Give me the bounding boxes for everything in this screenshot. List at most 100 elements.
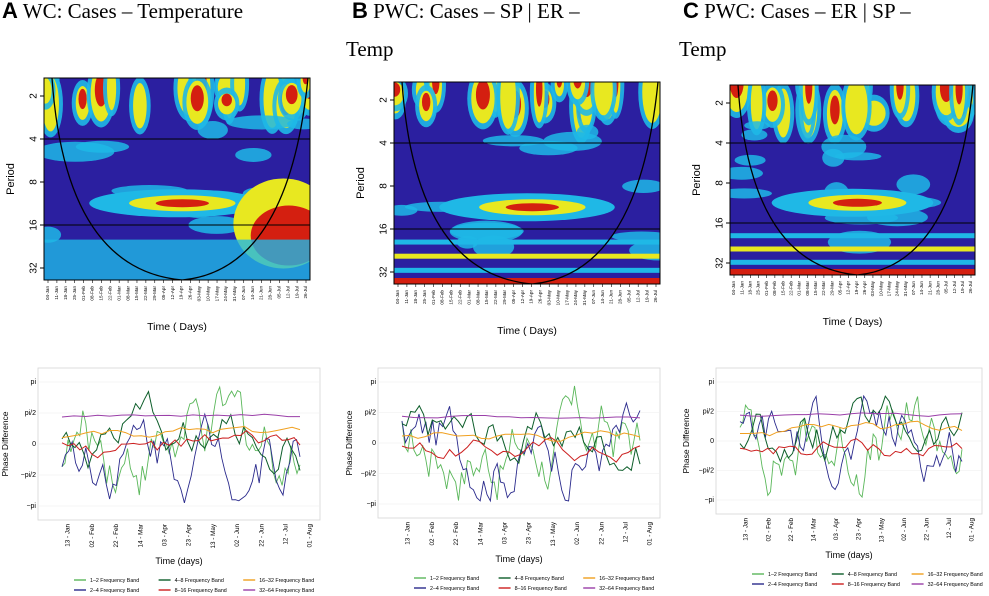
phase-plot-c: pi pi/2 0 −pi/2 −pi Phase Difference 13 - Jan 0… xyxy=(681,367,983,588)
phase-tick-label: pi xyxy=(371,379,377,386)
cone-of-influence xyxy=(401,82,659,284)
date-tick-label: 15-Feb xyxy=(99,286,104,301)
phase-tick-label: pi/2 xyxy=(365,410,376,417)
phase-axis-label: Phase Difference xyxy=(344,410,354,475)
phase-tick-label: pi/2 xyxy=(703,409,714,416)
power-blob xyxy=(642,82,660,123)
power-blob xyxy=(421,92,431,112)
legend-label: 2–4 Frequency Band xyxy=(430,586,479,592)
date-tick-label: 04-Jan xyxy=(45,286,50,300)
period-axis-label: Period xyxy=(355,167,367,199)
phase-date-label: 01 - Aug xyxy=(307,524,314,548)
date-tick-label: 24-May xyxy=(223,285,228,301)
phase-legend: 1–2 Frequency Band 4–8 Frequency Band 16–3… xyxy=(752,572,983,588)
wavelet-plot-a: 2 4 8 16 32 Period 04-Jan 11-Jan 18-Jan 25-Jan 01-… xyxy=(5,77,311,333)
phase-date-label: 13 - May xyxy=(210,523,217,548)
wavelet-heatmap xyxy=(394,82,660,284)
period-tick-label: 16 xyxy=(379,223,390,235)
date-tick-label: 12-Jul xyxy=(635,290,640,303)
cone-of-influence xyxy=(51,78,309,280)
phase-tick-label: 0 xyxy=(710,438,714,445)
wavelet-heatmap xyxy=(44,78,310,280)
date-tick-label: 24-May xyxy=(895,280,900,296)
time-axis-label: Time ( Days) xyxy=(147,321,207,333)
legend-label: 32–64 Frequency Band xyxy=(259,588,314,594)
phase-date-label: 14 - Mar xyxy=(137,524,144,547)
power-blob xyxy=(106,78,117,111)
power-blob xyxy=(285,85,298,105)
phase-plot-b: pi pi/2 0 −pi/2 −pi Phase Difference 13 - Jan 0… xyxy=(344,367,661,592)
phase-date-label: 01 - Aug xyxy=(647,522,654,546)
phase-date-label: 12 - Jul xyxy=(622,522,629,543)
power-blob xyxy=(190,85,204,112)
power-blob xyxy=(730,166,763,180)
phase-date-label: 02 - Jun xyxy=(901,518,908,541)
power-stripe xyxy=(730,269,975,275)
phase-date-label: 02 - Jun xyxy=(234,524,241,547)
phase-tick-label: pi xyxy=(709,379,715,386)
period-tick-label: 8 xyxy=(29,179,40,185)
date-tick-label: 03-May xyxy=(196,285,201,301)
date-tick-label: 14-Jun xyxy=(919,281,924,295)
date-tick-label: 08-Mar xyxy=(125,286,130,301)
period-tick-label: 8 xyxy=(715,180,726,186)
phase-series-4 xyxy=(61,429,301,459)
legend-label: 1–2 Frequency Band xyxy=(430,576,479,582)
period-axis-label: Period xyxy=(691,164,703,196)
date-tick-label: 07-Jun xyxy=(241,286,246,300)
phase-series-6 xyxy=(401,415,641,419)
phase-date-label: 23 - Apr xyxy=(526,522,533,544)
phase-tick-label: −pi xyxy=(26,503,36,510)
phase-tick-label: 0 xyxy=(32,441,36,448)
panel-b-letter: B xyxy=(352,0,368,23)
phase-tick-label: pi/2 xyxy=(25,410,36,417)
legend-label: 16–32 Frequency Band xyxy=(259,578,314,584)
panel-a-title: A WC: Cases – Temperature xyxy=(2,0,243,26)
date-tick-label: 29-Mar xyxy=(502,290,507,305)
date-tick-label: 31-May xyxy=(903,280,908,296)
phase-tick-label: −pi/2 xyxy=(361,471,376,478)
panel-b-title: B PWC: Cases – SP | ER – xyxy=(352,0,580,26)
panel-a-title-text: WC: Cases – Temperature xyxy=(22,0,244,23)
date-tick-label: 15-Feb xyxy=(780,281,785,296)
date-tick-label: 10-May xyxy=(555,289,560,305)
date-tick-label: 26-Apr xyxy=(862,281,867,295)
power-blob xyxy=(44,226,62,243)
date-tick-label: 29-Mar xyxy=(152,286,157,301)
date-tick-label: 08-Mar xyxy=(475,290,480,305)
period-tick-label: 2 xyxy=(29,93,40,99)
period-tick-label: 16 xyxy=(29,219,40,231)
date-tick-label: 10-May xyxy=(205,285,210,301)
date-tick-label: 19-Apr xyxy=(179,286,184,300)
date-tick-label: 19-Jul xyxy=(960,281,965,294)
date-tick-label: 12-Jul xyxy=(952,281,957,294)
legend-label: 1–2 Frequency Band xyxy=(90,578,139,584)
date-tick-label: 31-May xyxy=(582,289,587,305)
power-blob xyxy=(394,82,401,97)
date-tick-label: 26-Apr xyxy=(538,290,543,304)
legend-label: 16–32 Frequency Band xyxy=(928,572,983,578)
power-stripe xyxy=(394,239,660,245)
wavelet-frame xyxy=(43,77,311,281)
date-tick-label: 05-Apr xyxy=(511,290,516,304)
date-tick-label: 10-May xyxy=(878,280,883,296)
date-tick-label: 03-May xyxy=(870,280,875,296)
date-tick-label: 18-Jan xyxy=(63,286,68,300)
power-blob xyxy=(235,147,272,162)
date-tick-label: 14-Jun xyxy=(600,290,605,304)
power-blob xyxy=(519,140,578,156)
power-blob xyxy=(896,174,931,195)
period-tick-label: 32 xyxy=(29,262,40,274)
legend-label: 2–4 Frequency Band xyxy=(90,588,139,594)
power-blob xyxy=(570,82,586,100)
panel-c-title-text: PWC: Cases – ER | SP – xyxy=(704,0,911,23)
phase-date-label: 03 - Apr xyxy=(833,518,840,540)
phase-date-label: 22 - Feb xyxy=(453,522,460,546)
date-tick-label: 08-Mar xyxy=(805,281,810,296)
date-tick-label: 28-Jun xyxy=(618,290,623,304)
date-tick-label: 05-Jul xyxy=(944,281,949,294)
phase-time-label: Time (days) xyxy=(495,554,542,564)
wavelet-plot-b: 2 4 8 16 32 Period 04-Jan 11-Jan 18-Jan 25-Jan 01-… xyxy=(355,81,661,337)
